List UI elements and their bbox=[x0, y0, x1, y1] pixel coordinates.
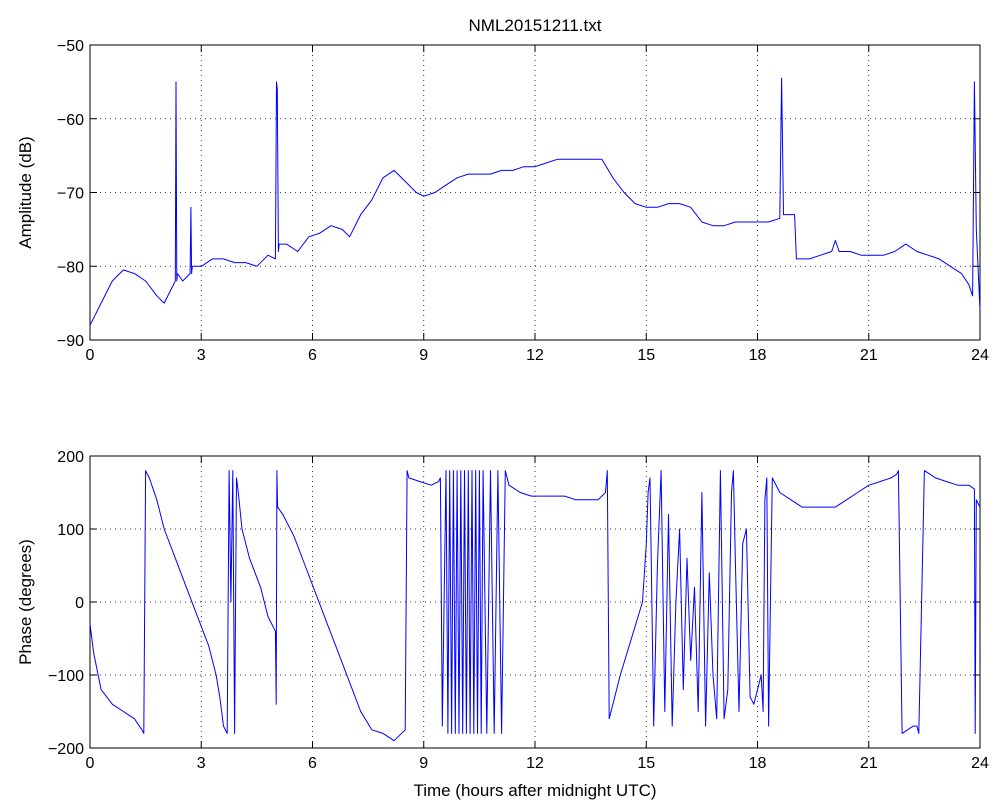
phase-x-tick-label: 0 bbox=[86, 755, 95, 772]
amplitude-y-axis-label: Amplitude (dB) bbox=[16, 136, 35, 248]
phase-y-tick-label: −200 bbox=[48, 741, 84, 758]
amplitude-x-tick-label: 18 bbox=[749, 347, 767, 364]
amplitude-y-tick-label: −70 bbox=[57, 186, 84, 203]
phase-panel: 0 3 6 9 12 15 18 21 24 200 100 0 −100 −200 Time (hours… bbox=[16, 449, 989, 800]
amplitude-y-tick-label: −60 bbox=[57, 112, 84, 129]
phase-series-line bbox=[89, 470, 981, 742]
amplitude-x-tick-label: 6 bbox=[308, 347, 317, 364]
phase-y-tick-label: 0 bbox=[75, 595, 84, 612]
amplitude-x-tick-label: 0 bbox=[86, 347, 95, 364]
phase-x-tick-label: 18 bbox=[749, 755, 767, 772]
phase-x-tick-label: 9 bbox=[419, 755, 428, 772]
phase-y-tick-label: 200 bbox=[57, 449, 84, 466]
phase-x-tick-label: 21 bbox=[860, 755, 878, 772]
amplitude-x-tick-label: 15 bbox=[637, 347, 655, 364]
amplitude-x-tick-label: 24 bbox=[971, 347, 989, 364]
phase-x-tick-label: 15 bbox=[637, 755, 655, 772]
amplitude-x-tick-label: 12 bbox=[526, 347, 544, 364]
amplitude-x-tick-label: 21 bbox=[860, 347, 878, 364]
phase-x-tick-label: 24 bbox=[971, 755, 989, 772]
amplitude-y-tick-label: −80 bbox=[57, 259, 84, 276]
amplitude-y-tick-label: −90 bbox=[57, 333, 84, 350]
amplitude-x-tick-label: 9 bbox=[419, 347, 428, 364]
phase-x-tick-label: 6 bbox=[308, 755, 317, 772]
amplitude-x-tick-label: 3 bbox=[197, 347, 206, 364]
amplitude-series-line bbox=[89, 77, 981, 326]
amplitude-panel: 0 3 6 9 12 15 18 21 24 −50 −60 −70 −80 −90 NML20151211… bbox=[16, 16, 989, 364]
amplitude-chart-title: NML20151211.txt bbox=[469, 16, 602, 35]
phase-x-tick-label: 3 bbox=[197, 755, 206, 772]
phase-x-tick-label: 12 bbox=[526, 755, 544, 772]
amplitude-y-tick-label: −50 bbox=[57, 38, 84, 55]
phase-y-tick-label: −100 bbox=[48, 668, 84, 685]
phase-y-tick-label: 100 bbox=[57, 522, 84, 539]
phase-x-axis-label: Time (hours after midnight UTC) bbox=[413, 781, 656, 800]
phase-y-axis-label: Phase (degrees) bbox=[16, 539, 35, 665]
